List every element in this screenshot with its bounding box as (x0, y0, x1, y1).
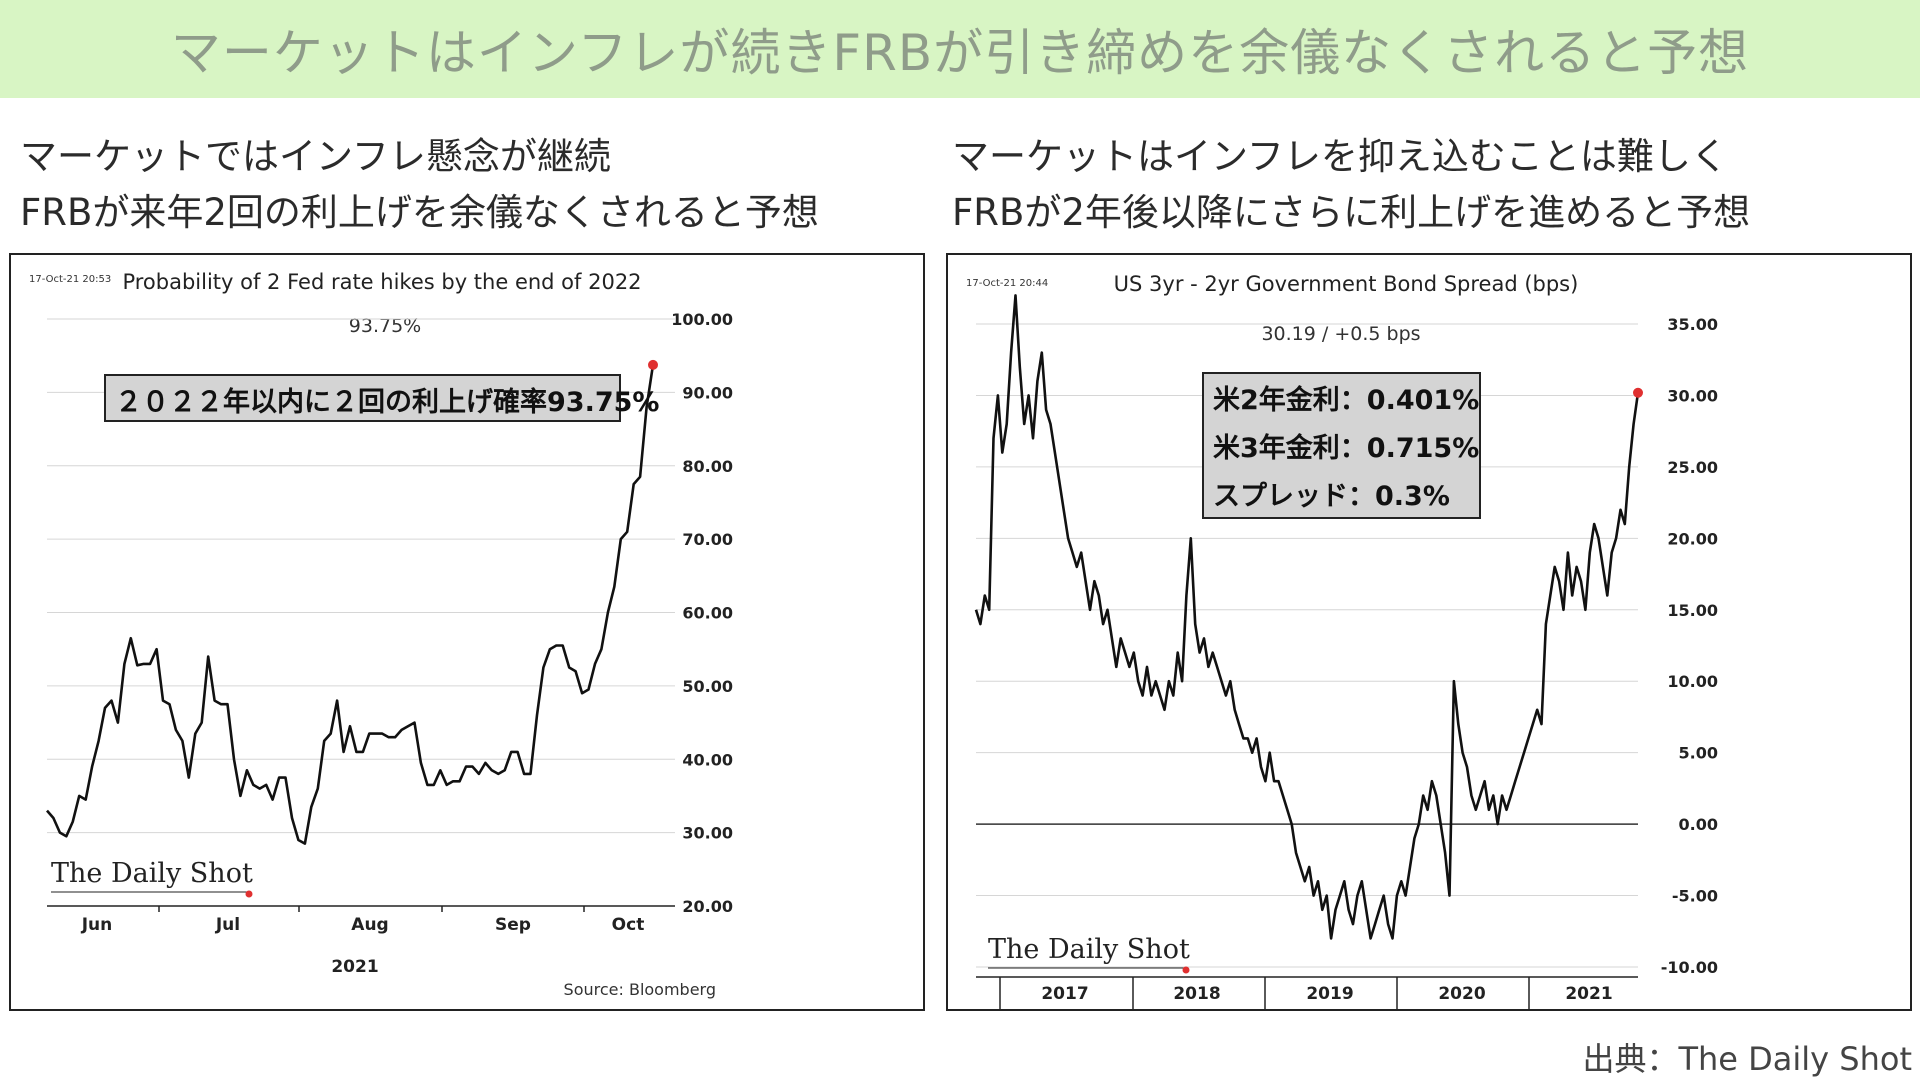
bond-spread-chart: 17-Oct-21 20:44 US 3yr - 2yr Government B… (966, 272, 1718, 1009)
right-subtitle: マーケットはインフレを抑え込むことは難しく FRBが2年後以降にさらに利上げを進… (952, 129, 1750, 241)
y-tick-label: 50.00 (682, 677, 733, 696)
y-tick-label: 100.00 (671, 310, 733, 329)
y-tick-label: 5.00 (1679, 744, 1718, 763)
callout-box (1202, 372, 1481, 519)
series-line (974, 294, 1640, 940)
x-tick-label: Jul (215, 915, 240, 935)
callout-text: 米3年金利：0.715% (1213, 432, 1479, 464)
callout-text: ２０２２年以内に２回の利上げ確率93.75% (115, 386, 659, 418)
x-tick-label: Sep (495, 915, 531, 935)
x-tick-label: 2020 (1438, 984, 1485, 1004)
y-tick-label: 0.00 (1679, 815, 1718, 834)
y-tick-label: -10.00 (1661, 958, 1718, 977)
y-tick-label: 30.00 (1667, 386, 1718, 405)
watermark-dot (1182, 966, 1190, 974)
callout-text: スプレッド：0.3% (1213, 481, 1450, 512)
y-tick-label: 35.00 (1667, 315, 1718, 334)
y-tick-label: 25.00 (1667, 458, 1718, 477)
right-subtitle-line2: FRBが2年後以降にさらに利上げを進めると予想 (952, 191, 1751, 234)
callout-text: 米2年金利：0.401% (1213, 384, 1479, 416)
watermark-logo: The Daily Shot (988, 934, 1190, 965)
chart-value-label: 93.75% (349, 315, 421, 337)
y-tick-label: 15.00 (1667, 601, 1718, 620)
y-tick-label: 80.00 (682, 457, 733, 476)
left-subtitle-line1: マーケットではインフレ懸念が継続 (20, 135, 611, 178)
chart-source: Source: Bloomberg (564, 980, 716, 999)
chart-timestamp: 17-Oct-21 20:44 (966, 278, 1048, 289)
chart-timestamp: 17-Oct-21 20:53 (29, 274, 111, 285)
right-chart-frame: 17-Oct-21 20:44 US 3yr - 2yr Government B… (946, 253, 1912, 1011)
x-axis-label: 2021 (331, 957, 378, 977)
y-tick-label: 30.00 (682, 824, 733, 843)
x-tick-label: Jun (81, 915, 113, 935)
y-tick-label: 20.00 (682, 897, 733, 916)
last-point-marker (648, 359, 658, 370)
y-tick-label: 60.00 (682, 604, 733, 623)
y-tick-label: 90.00 (682, 383, 733, 402)
x-tick-label: Aug (351, 915, 388, 935)
left-subtitle-line2: FRBが来年2回の利上げを余儀なくされると予想 (20, 191, 819, 234)
fed-hike-probability-chart: 17-Oct-21 20:53 Probability of 2 Fed rate… (29, 270, 733, 999)
x-tick-label: 2021 (1565, 984, 1612, 1004)
chart-value-label: 30.19 / +0.5 bps (1261, 323, 1420, 345)
watermark-dot (245, 890, 253, 898)
series-line (46, 364, 655, 845)
x-tick-label: 2019 (1306, 984, 1353, 1004)
left-chart-frame: 17-Oct-21 20:53 Probability of 2 Fed rate… (9, 253, 925, 1011)
last-point-marker (1633, 387, 1643, 398)
chart-title: Probability of 2 Fed rate hikes by the e… (122, 270, 641, 294)
page-title: マーケットはインフレが続きFRBが引き締めを余儀なくされると予想 (170, 24, 1750, 82)
callout-box (104, 374, 621, 422)
x-tick-label: 2017 (1041, 984, 1088, 1004)
right-subtitle-line1: マーケットはインフレを抑え込むことは難しく (952, 135, 1728, 178)
x-tick-label: Oct (612, 915, 645, 935)
y-tick-label: -5.00 (1672, 887, 1718, 906)
y-tick-label: 40.00 (682, 750, 733, 769)
left-subtitle: マーケットではインフレ懸念が継続 FRBが来年2回の利上げを余儀なくされると予想 (20, 129, 819, 241)
watermark-logo: The Daily Shot (51, 858, 253, 889)
source-credit: 出典：The Daily Shot (1582, 1040, 1912, 1078)
y-tick-label: 20.00 (1667, 529, 1718, 548)
chart-title: US 3yr - 2yr Government Bond Spread (bps… (1114, 272, 1579, 296)
y-tick-label: 10.00 (1667, 672, 1718, 691)
y-tick-label: 70.00 (682, 530, 733, 549)
title-banner: マーケットはインフレが続きFRBが引き締めを余儀なくされると予想 (0, 0, 1920, 98)
x-tick-label: 2018 (1173, 984, 1220, 1004)
